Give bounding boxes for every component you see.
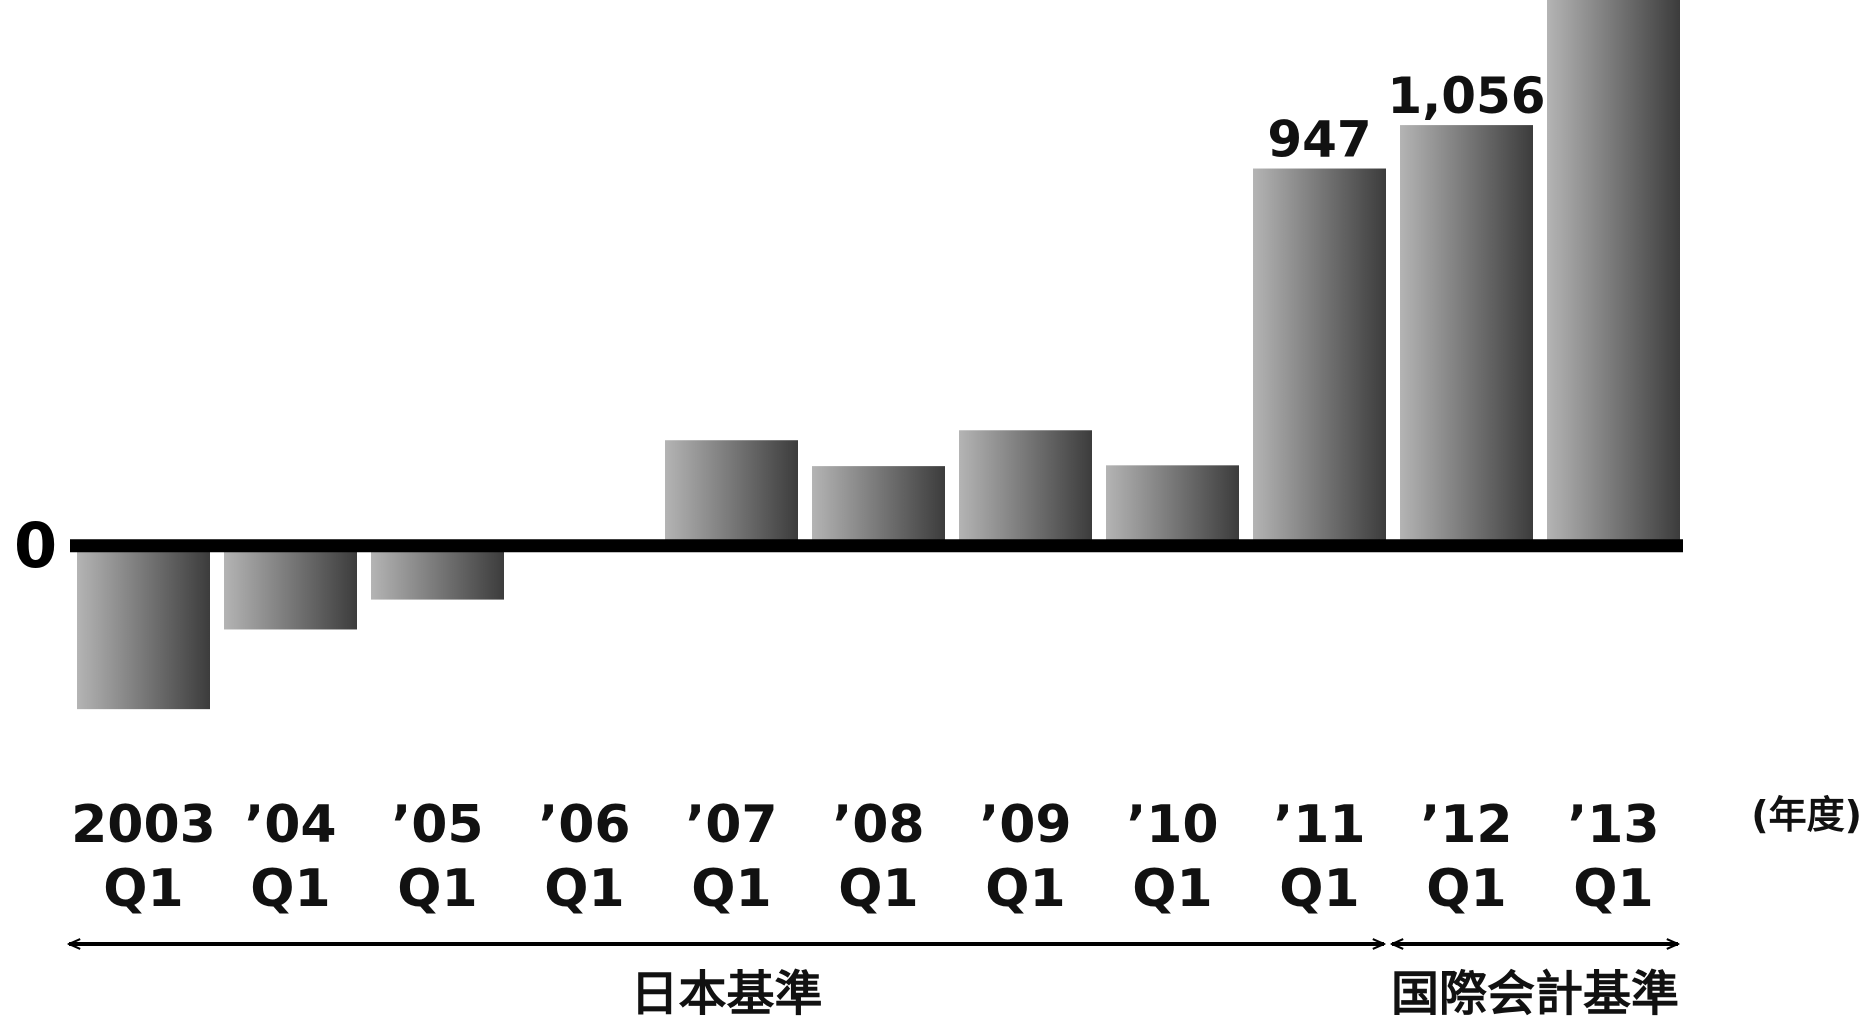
- category-label-5-line-1: Q1: [838, 859, 918, 919]
- category-labels-group: 2003Q1’04Q1’05Q1’06Q1’07Q1’08Q1’09Q1’10Q…: [71, 795, 1659, 919]
- category-label-10-line-1: Q1: [1573, 859, 1653, 919]
- category-label-4-line-1: Q1: [691, 859, 771, 919]
- bars-group: [77, 0, 1680, 710]
- category-label-8-line-0: ’11: [1273, 795, 1365, 855]
- bar-6: [959, 430, 1092, 546]
- category-label-3-line-1: Q1: [544, 859, 624, 919]
- bar-5: [812, 466, 945, 546]
- bar-4: [665, 440, 798, 546]
- category-label-6-line-1: Q1: [985, 859, 1065, 919]
- category-label-3-line-0: ’06: [538, 795, 630, 855]
- category-label-5-line-0: ’08: [832, 795, 924, 855]
- bar-8: [1253, 168, 1386, 546]
- bar-0: [77, 545, 210, 710]
- data-labels-group: 947 1,056: [1267, 67, 1545, 168]
- unit-label: (年度): [1751, 793, 1862, 837]
- data-label-9: 1,056: [1387, 67, 1545, 125]
- bar-1: [224, 545, 357, 630]
- category-label-9-line-1: Q1: [1426, 859, 1506, 919]
- zero-tick-label: 0: [14, 509, 57, 582]
- category-label-1-line-1: Q1: [250, 859, 330, 919]
- data-label-8: 947: [1267, 111, 1371, 169]
- standard-label-1: 国際会計基準: [1391, 966, 1679, 1019]
- category-label-2-line-1: Q1: [397, 859, 477, 919]
- category-label-9-line-0: ’12: [1420, 795, 1512, 855]
- bar-9: [1400, 125, 1533, 546]
- category-label-7-line-0: ’10: [1126, 795, 1218, 855]
- category-label-7-line-1: Q1: [1132, 859, 1212, 919]
- standard-label-0: 日本基準: [630, 966, 822, 1019]
- category-label-0-line-1: Q1: [103, 859, 183, 919]
- category-label-2-line-0: ’05: [391, 795, 483, 855]
- standards-group: 日本基準 国際会計基準: [69, 944, 1679, 1019]
- bar-7: [1106, 465, 1239, 546]
- category-label-0-line-0: 2003: [71, 795, 216, 855]
- category-label-10-line-0: ’13: [1567, 795, 1659, 855]
- category-label-6-line-0: ’09: [979, 795, 1071, 855]
- category-label-4-line-0: ’07: [685, 795, 777, 855]
- bar-10: [1547, 0, 1680, 546]
- category-label-1-line-0: ’04: [244, 795, 336, 855]
- bar-2: [371, 545, 504, 600]
- category-label-8-line-1: Q1: [1279, 859, 1359, 919]
